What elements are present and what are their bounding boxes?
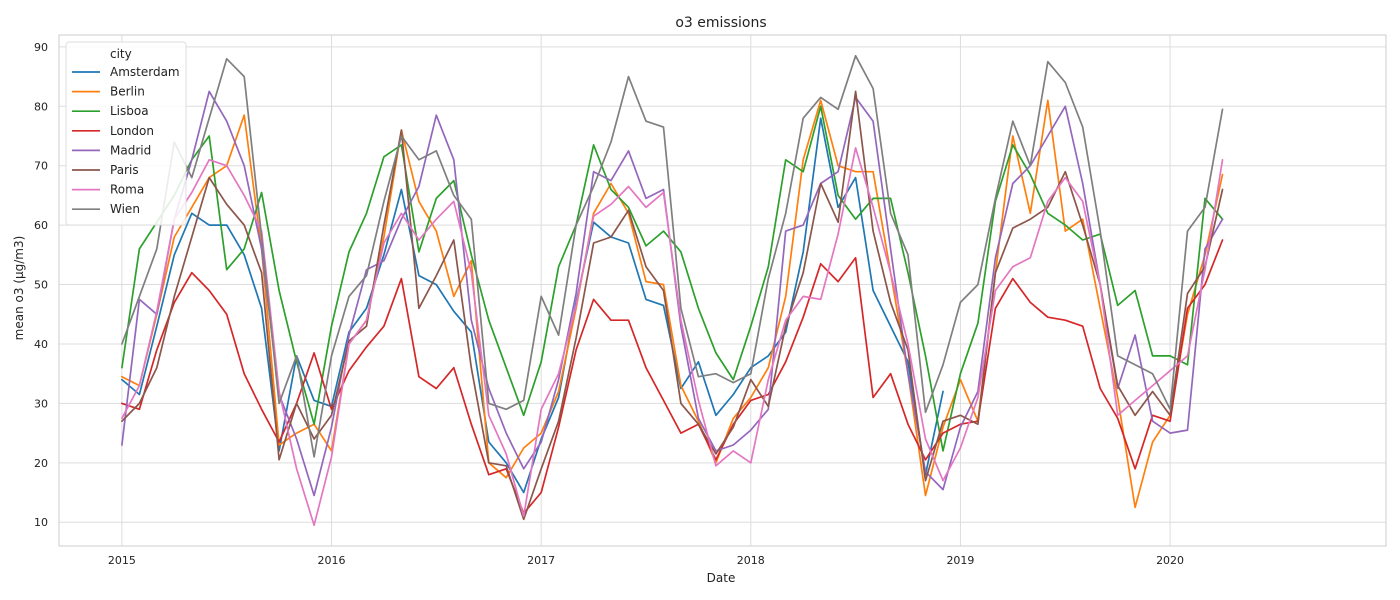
x-tick-label: 2018 <box>737 554 765 567</box>
y-tick-label: 80 <box>34 100 48 113</box>
legend-label-berlin: Berlin <box>110 85 145 99</box>
y-tick-label: 70 <box>34 160 48 173</box>
y-tick-label: 40 <box>34 338 48 351</box>
legend-label-wien: Wien <box>110 202 140 216</box>
legend-box <box>65 41 187 226</box>
tick-labels: 2015 2016 2017 2018 2019 2020 10 20 30 40 50 60 70 80… <box>34 41 1184 567</box>
x-tick-label: 2017 <box>527 554 555 567</box>
series-line-paris <box>121 90 1224 521</box>
y-tick-label: 10 <box>34 516 48 529</box>
y-axis-label: mean o3 (µg/m3) <box>12 236 26 341</box>
series-line-lisboa <box>121 105 1224 452</box>
series-line-wien <box>121 54 1224 458</box>
chart-title: o3 emissions <box>675 15 766 31</box>
legend-label-london: London <box>110 124 154 138</box>
x-tick-label: 2019 <box>946 554 974 567</box>
grid-lines <box>59 35 1386 546</box>
legend-label-paris: Paris <box>110 163 139 177</box>
x-axis-label: Date <box>707 571 736 585</box>
y-tick-label: 60 <box>34 219 48 232</box>
y-tick-label: 20 <box>34 457 48 470</box>
legend: city Amsterdam Berlin Lisboa London Madrid Pa… <box>65 41 187 226</box>
legend-items: Amsterdam Berlin Lisboa London Madrid Paris Ro… <box>72 65 180 216</box>
series-line-roma <box>121 147 1224 527</box>
y-tick-label: 90 <box>34 41 48 54</box>
series-line-berlin <box>121 99 1224 509</box>
legend-label-madrid: Madrid <box>110 143 151 157</box>
x-tick-label: 2015 <box>108 554 136 567</box>
legend-title: city <box>110 47 132 61</box>
legend-label-roma: Roma <box>110 183 144 197</box>
legend-label-amsterdam: Amsterdam <box>110 65 180 79</box>
series-line-london <box>121 239 1224 515</box>
y-tick-label: 30 <box>34 397 48 410</box>
series-lines <box>121 54 1224 527</box>
plot-frame <box>58 34 1387 547</box>
x-tick-label: 2020 <box>1156 554 1184 567</box>
legend-label-lisboa: Lisboa <box>110 104 149 118</box>
x-tick-label: 2016 <box>318 554 346 567</box>
y-tick-label: 50 <box>34 279 48 292</box>
